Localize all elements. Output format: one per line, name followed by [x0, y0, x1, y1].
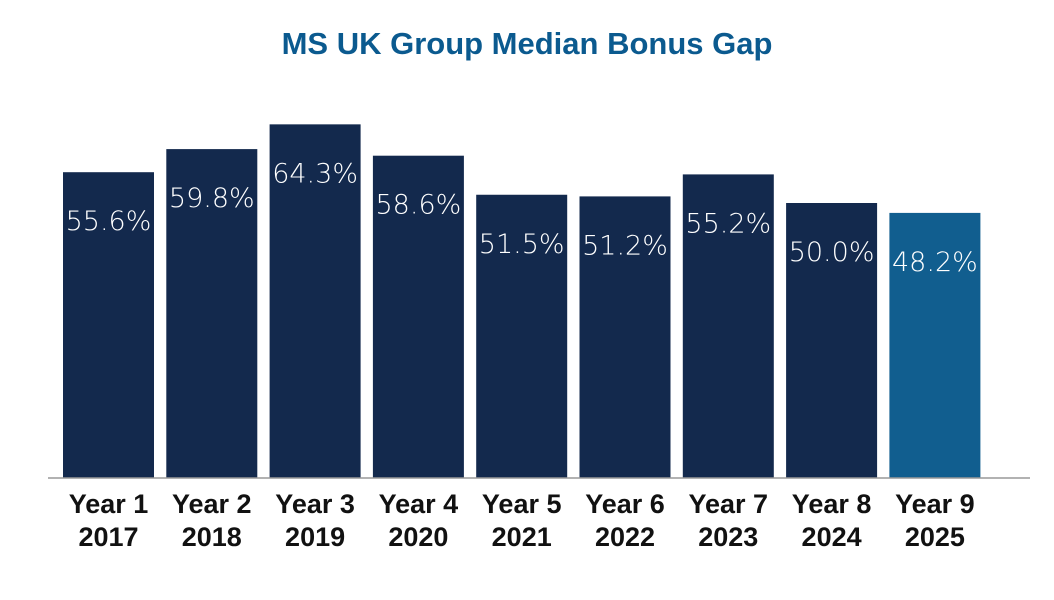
data-label: 58.6% [376, 190, 462, 221]
chart-title: MS UK Group Median Bonus Gap [281, 26, 773, 61]
x-tick-label: 2023 [698, 522, 758, 552]
x-tick-label: Year 9 [895, 489, 975, 519]
data-label: 50.0% [789, 237, 875, 268]
data-label: 64.3% [272, 158, 358, 189]
bar [63, 172, 154, 478]
x-tick-label: 2022 [595, 522, 655, 552]
bar [476, 194, 568, 478]
x-tick-label: 2025 [905, 522, 965, 552]
bar [786, 203, 878, 478]
data-label: 51.2% [582, 230, 668, 261]
bar [889, 212, 981, 478]
bar [269, 124, 361, 478]
bar [166, 149, 258, 478]
bar [579, 196, 671, 478]
x-tick-label: Year 3 [275, 489, 355, 519]
data-label: 48.2% [892, 247, 978, 278]
x-tick-label: Year 5 [482, 489, 562, 519]
x-tick-label: Year 8 [792, 489, 872, 519]
data-label: 59.8% [169, 183, 255, 214]
data-label: 55.6% [66, 206, 152, 237]
x-tick-label: 2020 [388, 522, 448, 552]
x-tick-label: Year 1 [69, 489, 149, 519]
x-tick-label: Year 2 [172, 489, 252, 519]
bar [682, 174, 774, 478]
x-tick-label: 2019 [285, 522, 345, 552]
x-tick-label: 2017 [78, 522, 138, 552]
x-tick-label: Year 7 [689, 489, 769, 519]
data-label: 55.2% [685, 208, 771, 239]
x-tick-label: 2021 [492, 522, 552, 552]
x-tick-label: Year 6 [585, 489, 665, 519]
x-tick-label: Year 4 [379, 489, 459, 519]
data-label: 51.5% [479, 229, 565, 260]
x-tick-label: 2024 [802, 522, 862, 552]
x-tick-label: 2018 [182, 522, 242, 552]
bar [372, 155, 464, 478]
